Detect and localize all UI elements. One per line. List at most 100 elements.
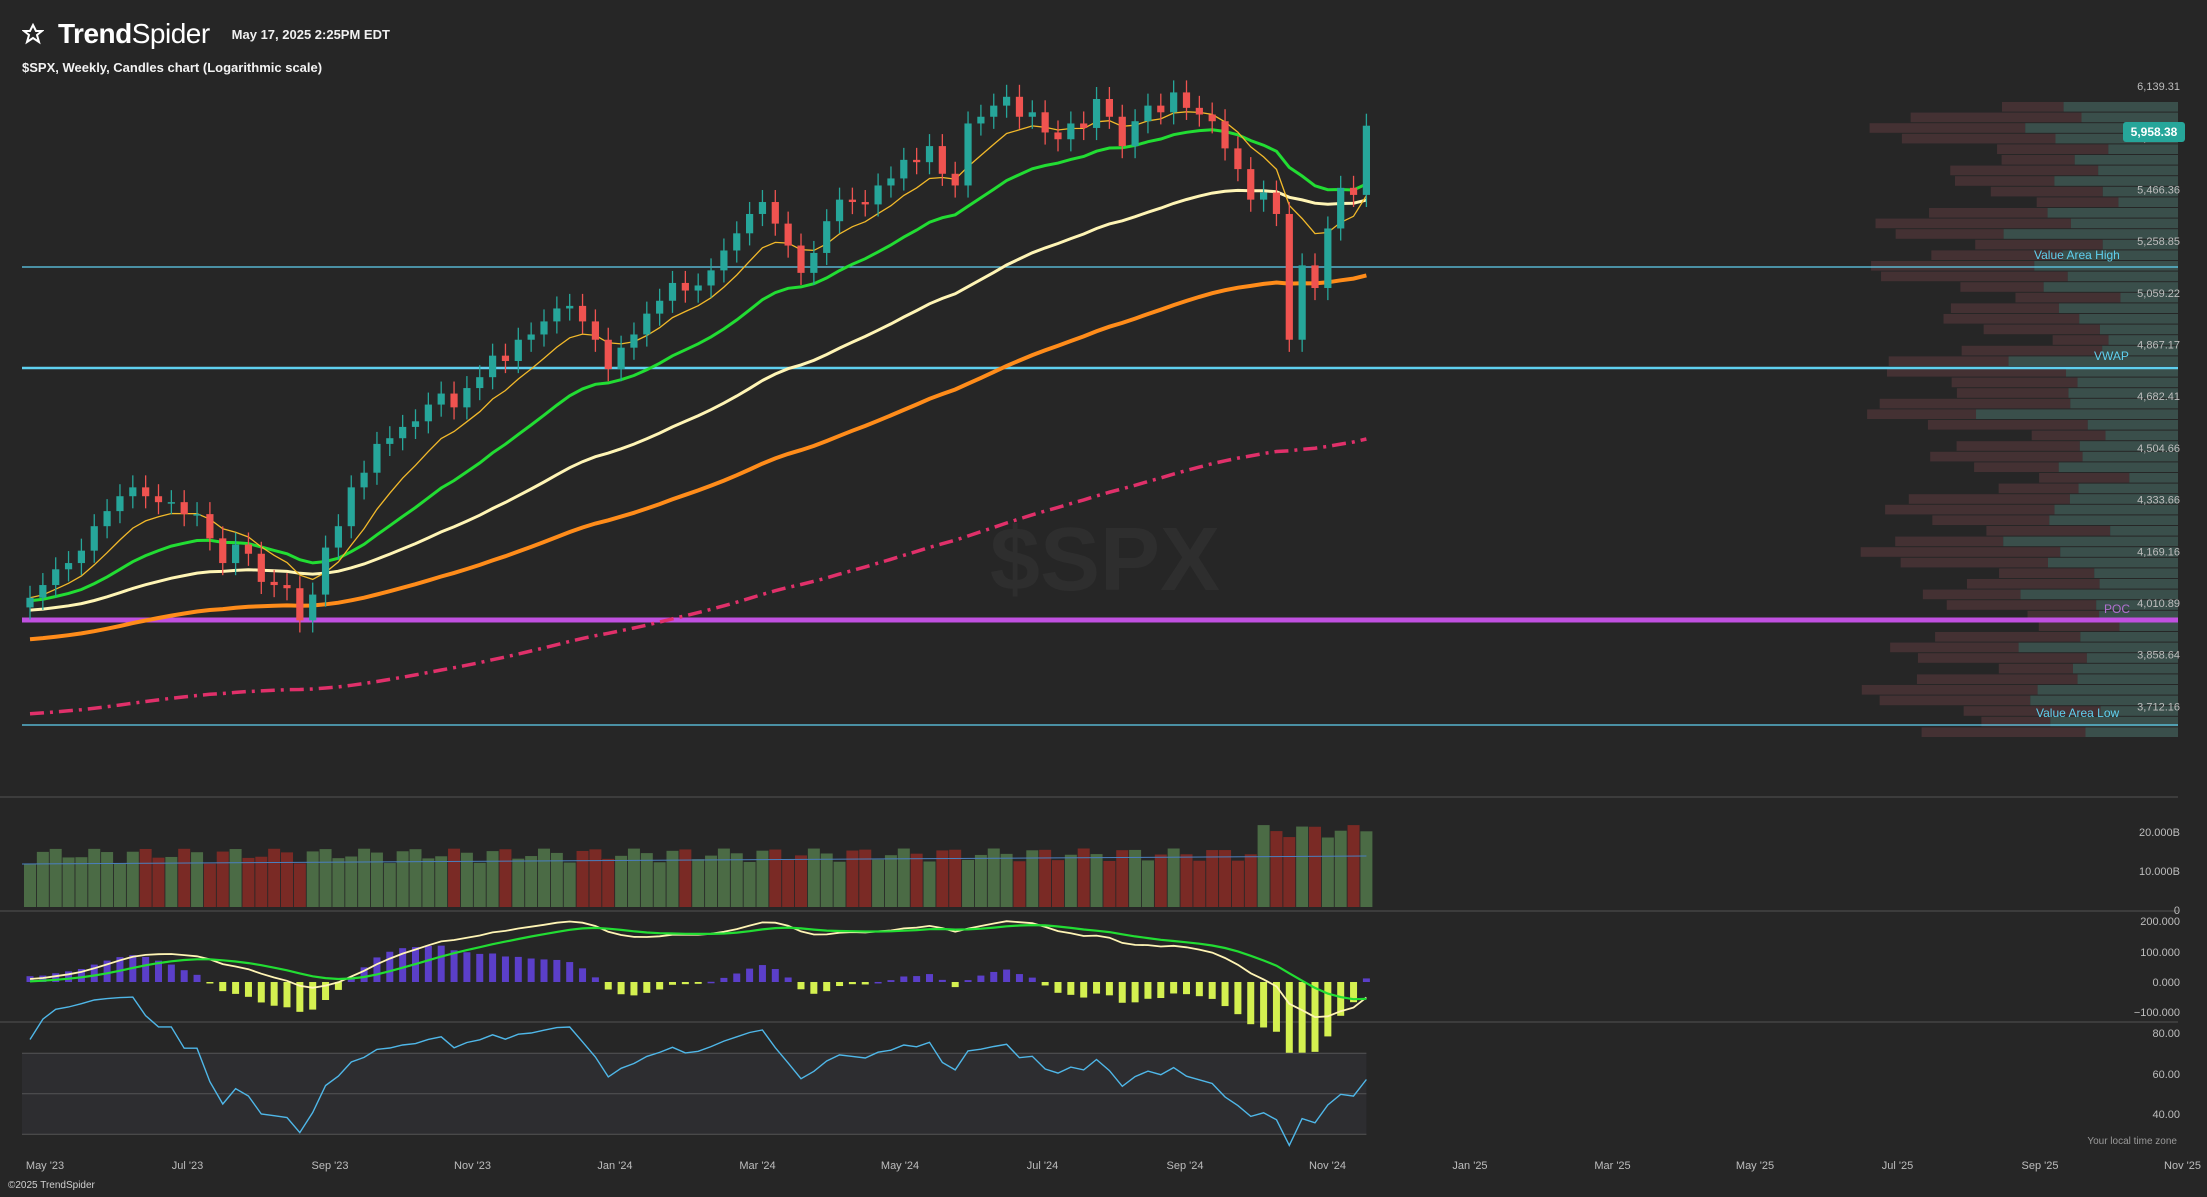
- time-axis-label: Jul '25: [1882, 1160, 1913, 1172]
- volume-bar: [255, 856, 268, 907]
- volume-profile-bar: [1950, 303, 2059, 313]
- candle: [630, 334, 638, 348]
- volume-bar: [1167, 848, 1180, 907]
- volume-profile-bar: [1917, 653, 2087, 663]
- volume-profile-bar: [1895, 229, 2004, 239]
- candle: [913, 159, 921, 163]
- sma-200-line: [29, 437, 1367, 716]
- macd-histogram-bar: [373, 957, 381, 982]
- volume-bar: [358, 848, 371, 907]
- macd-histogram-bar: [1221, 982, 1229, 1007]
- volume-profile-bar: [2099, 610, 2178, 621]
- macd-histogram-bar: [1028, 977, 1036, 982]
- macd-histogram-bar: [501, 956, 509, 982]
- candle: [1118, 116, 1126, 147]
- macd-histogram-bar: [913, 976, 921, 982]
- volume-profile-bar: [1990, 186, 2103, 197]
- macd-histogram-bar: [540, 959, 548, 982]
- macd-histogram-bar: [771, 969, 779, 982]
- macd-histogram-bar: [1041, 982, 1049, 986]
- volume-bar: [1141, 860, 1154, 907]
- candle: [1324, 228, 1332, 289]
- candle: [399, 426, 407, 439]
- volume-profile-bar: [1961, 345, 2103, 356]
- volume-bar: [538, 848, 550, 907]
- macd-histogram-bar: [514, 956, 522, 982]
- volume-bar: [936, 850, 949, 907]
- candle: [591, 321, 599, 340]
- volume-bar: [730, 853, 743, 907]
- macd-histogram-bar: [1247, 982, 1255, 1025]
- volume-bar: [705, 855, 718, 907]
- time-axis-label: Jul '24: [1027, 1160, 1058, 1172]
- volume-bar: [1283, 837, 1296, 907]
- candle: [373, 443, 381, 473]
- volume-bar: [576, 850, 589, 907]
- volume-bar: [923, 861, 936, 907]
- macd-histogram-bar: [270, 982, 278, 1006]
- volume-profile-bar: [2070, 398, 2178, 409]
- volume-bar: [1309, 826, 1321, 907]
- macd-histogram-bar: [1093, 982, 1101, 994]
- ema-100-line: [29, 273, 1367, 642]
- volume-profile-bar: [1974, 462, 2059, 472]
- macd-histogram-bar: [142, 956, 150, 982]
- volume-profile-bar: [2048, 557, 2178, 568]
- candle: [1015, 96, 1024, 117]
- volume-profile-bar: [1930, 451, 2083, 462]
- ema-21-line: [29, 128, 1368, 603]
- volume-bar: [1116, 850, 1129, 907]
- volume-bar: [512, 858, 525, 907]
- volume-profile-bar: [2003, 229, 2178, 239]
- candle: [26, 597, 34, 608]
- volume-profile-bar: [2002, 102, 2064, 112]
- volume-bar: [24, 864, 36, 907]
- volume-bar: [1090, 854, 1103, 907]
- volume-bar: [859, 849, 872, 907]
- candle: [64, 563, 73, 570]
- volume-profile-bar: [2102, 186, 2178, 197]
- macd-histogram-bar: [1285, 982, 1293, 1056]
- volume-bar: [640, 853, 653, 907]
- candle: [476, 377, 484, 389]
- volume-profile-bar: [1879, 695, 2031, 706]
- volume-profile-bar: [2096, 600, 2178, 610]
- volume-bar: [216, 851, 229, 907]
- volume-profile-bar: [2055, 133, 2178, 144]
- macd-histogram-bar: [861, 982, 869, 985]
- candle: [501, 355, 510, 362]
- volume-profile-bar: [1895, 536, 2004, 547]
- macd-histogram-bar: [155, 960, 162, 982]
- symbol-watermark: $SPX: [990, 510, 1220, 610]
- price-axis-label: 4,504.66: [2137, 443, 2180, 455]
- candle: [861, 202, 869, 205]
- rsi-axis-label: 80.00: [2152, 1028, 2180, 1040]
- volume-profile-bar: [2063, 102, 2178, 112]
- volume-bar: [962, 859, 975, 907]
- volume-profile-bar: [1966, 579, 2100, 589]
- macd-axis-label: −100.000: [2134, 1007, 2180, 1019]
- candle: [925, 146, 934, 163]
- volume-profile-bar: [2054, 176, 2178, 186]
- candle: [835, 199, 844, 222]
- candle: [411, 421, 420, 427]
- volume-profile-bar: [1999, 568, 2095, 578]
- candle: [142, 487, 150, 497]
- volume-bar: [268, 848, 281, 907]
- macd-histogram-bar: [1067, 982, 1075, 995]
- macd-histogram-bar: [964, 980, 972, 982]
- time-axis-label: May '23: [26, 1160, 64, 1172]
- volume-ma-line: [21, 855, 1367, 865]
- macd-histogram-bar: [1105, 982, 1113, 996]
- volume-profile-bar: [2015, 292, 2121, 303]
- volume-bar: [229, 849, 242, 907]
- volume-bar: [884, 855, 897, 907]
- volume-profile-bar: [2060, 547, 2178, 557]
- volume-bar: [409, 849, 422, 907]
- macd-histogram-bar: [257, 982, 265, 1003]
- volume-profile-bar: [2078, 483, 2178, 494]
- macd-histogram-bar: [848, 982, 856, 985]
- volume-bar: [422, 858, 435, 907]
- macd-histogram-bar: [322, 982, 330, 1000]
